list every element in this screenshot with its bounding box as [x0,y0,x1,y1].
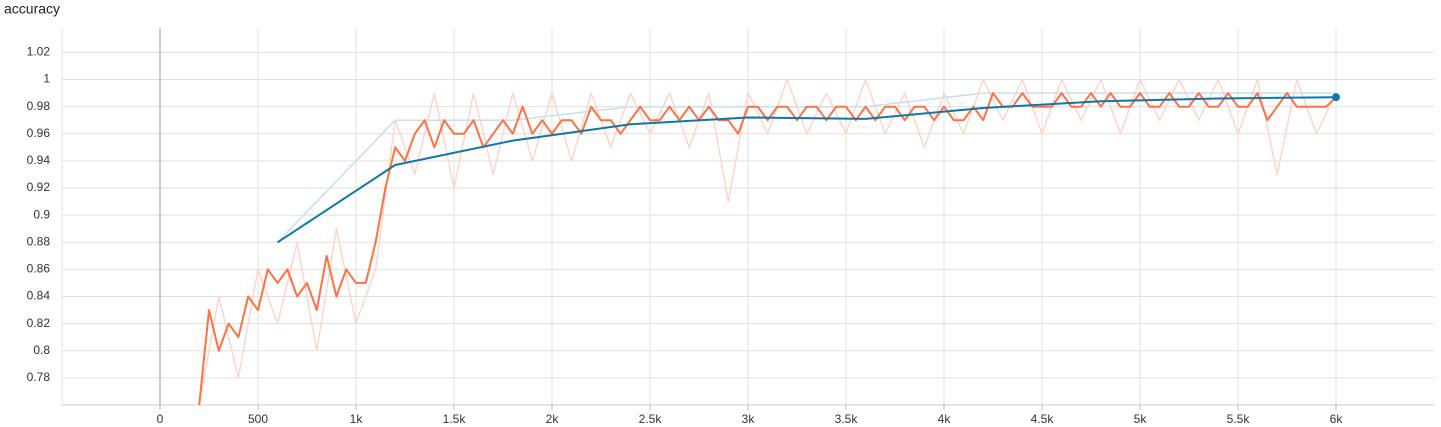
x-tick-label: 500 [248,412,268,426]
y-tick-label: 0.8 [33,343,50,357]
x-tick-label: 4k [938,412,952,426]
axes: 0.78 0.8 0.82 0.84 0.86 0.88 0.9 0.92 0.94 0.96 0.… [27,45,1344,427]
x-tick-label: 2.5k [639,412,663,426]
y-tick-label: 1.02 [27,45,51,59]
y-tick-label: 0.86 [27,262,51,276]
y-tick-label: 0.98 [27,99,51,113]
x-tick-label: 2k [546,412,560,426]
y-tick-label: 0.78 [27,370,51,384]
chart-title: accuracy [4,1,60,17]
x-tick-label: 3.5k [835,412,859,426]
x-tick-label: 5.5k [1227,412,1251,426]
x-tick-label: 4.5k [1031,412,1055,426]
series-line [277,92,1336,243]
y-tick-label: 0.94 [27,153,51,167]
x-tick-label: 6k [1330,412,1344,426]
series-line [198,92,1337,405]
y-tick-label: 0.96 [27,126,51,140]
plot-area [198,78,1337,405]
x-tick-label: 1.5k [443,412,467,426]
y-tick-label: 0.88 [27,234,51,248]
y-tick-label: 0.92 [27,180,51,194]
x-tick-label: 5k [1134,412,1148,426]
end-marker [1332,93,1340,102]
x-tick-label: 0 [157,412,164,426]
y-tick-label: 0.9 [33,207,50,221]
y-tick-label: 0.82 [27,316,51,330]
x-tick-label: 3k [742,412,756,426]
y-tick-label: 0.84 [27,289,51,303]
x-tick-label: 1k [350,412,364,426]
grid [61,28,1434,406]
series-line [277,96,1337,244]
y-tick-label: 1 [43,72,50,86]
